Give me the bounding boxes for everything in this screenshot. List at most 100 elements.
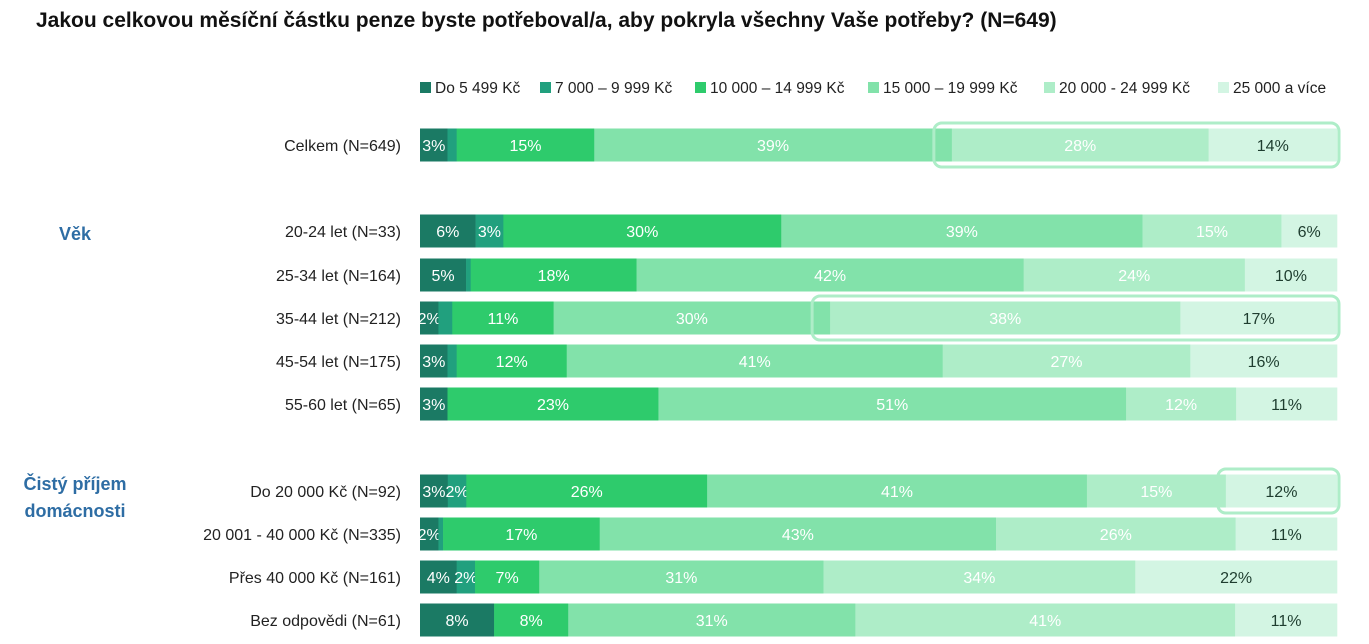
- bar-value-label: 2%: [454, 570, 477, 587]
- legend-label: 20 000 - 24 999 Kč: [1059, 80, 1190, 97]
- bar-segment: [1244, 258, 1338, 292]
- bar-segment: [1235, 603, 1338, 637]
- bar-segment: [599, 517, 997, 551]
- legend-label: 25 000 a více: [1233, 80, 1326, 97]
- bar-segment: [1135, 560, 1338, 594]
- group-label: Čistý příjem: [23, 473, 126, 494]
- bar-value-label: 39%: [757, 138, 789, 155]
- bar-segment: [1190, 344, 1338, 378]
- highlight-frame: [810, 294, 1341, 342]
- bar-value-label: 3%: [478, 224, 501, 241]
- bar-segment: [466, 474, 708, 508]
- bar-segment: [1086, 474, 1227, 508]
- bar-value-label: 43%: [782, 527, 814, 544]
- bar-segment: [447, 387, 659, 421]
- bar-value-label: 2%: [418, 527, 441, 544]
- bar-segment: [475, 560, 540, 594]
- bar-segment: [503, 214, 782, 248]
- bar-segment: [420, 214, 476, 248]
- bar-value-label: 2%: [418, 311, 441, 328]
- bar-segment: [855, 603, 1236, 637]
- bar-value-label: 31%: [665, 570, 697, 587]
- bar-value-label: 41%: [881, 484, 913, 501]
- legend-label: 15 000 – 19 999 Kč: [883, 80, 1018, 97]
- row-label: 20 001 - 40 000 Kč (N=335): [203, 527, 401, 544]
- bar-value-label: 23%: [537, 397, 569, 414]
- bar-segment: [452, 301, 554, 335]
- bar-value-label: 51%: [876, 397, 908, 414]
- bar-segment: [456, 128, 595, 162]
- bar-value-label: 30%: [676, 311, 708, 328]
- bar-value-label: 6%: [436, 224, 459, 241]
- bar-segment: [447, 128, 457, 162]
- bar-segment: [438, 517, 444, 551]
- bar-value-label: 26%: [1100, 527, 1132, 544]
- row-label: 20-24 let (N=33): [285, 224, 401, 241]
- bar-value-label: 17%: [505, 527, 537, 544]
- row-label: Bez odpovědi (N=61): [250, 613, 401, 630]
- bar-value-label: 12%: [496, 354, 528, 371]
- group-label: domácnosti: [24, 501, 125, 521]
- bar-value-label: 5%: [431, 268, 454, 285]
- bar-segment: [420, 517, 439, 551]
- bar-value-label: 22%: [1220, 570, 1252, 587]
- bar-value-label: 17%: [1243, 311, 1275, 328]
- bar-value-label: 27%: [1050, 354, 1082, 371]
- bar-segment: [1142, 214, 1282, 248]
- chart-title: Jakou celkovou měsíční částku penze byst…: [36, 9, 1057, 32]
- bar-segment: [553, 301, 831, 335]
- bar-segment: [420, 387, 448, 421]
- bar-value-label: 8%: [520, 613, 543, 630]
- bar-value-label: 26%: [571, 484, 603, 501]
- row-label: Přes 40 000 Kč (N=161): [229, 570, 401, 587]
- bar-segment: [707, 474, 1088, 508]
- bar-value-label: 12%: [1165, 397, 1197, 414]
- legend-swatch: [1218, 82, 1229, 93]
- legend: Do 5 499 Kč 7 000 – 9 999 Kč 10 000 – 14 9…: [420, 80, 1326, 97]
- bar-value-label: 41%: [739, 354, 771, 371]
- legend-swatch: [420, 82, 431, 93]
- bar-value-label: 11%: [1271, 397, 1302, 414]
- bar-segment: [951, 128, 1209, 162]
- legend-swatch: [868, 82, 879, 93]
- legend-label: 7 000 – 9 999 Kč: [555, 80, 672, 97]
- bar-value-label: 24%: [1118, 268, 1150, 285]
- bar-segment: [942, 344, 1191, 378]
- bar-segment: [1236, 387, 1338, 421]
- bar-value-label: 16%: [1248, 354, 1280, 371]
- bar-value-label: 38%: [989, 311, 1021, 328]
- bar-segment: [494, 603, 569, 637]
- bar-value-label: 14%: [1257, 138, 1289, 155]
- bar-segment: [1225, 474, 1338, 508]
- bar-value-label: 15%: [1196, 224, 1228, 241]
- bar-value-label: 6%: [1298, 224, 1321, 241]
- row-label: 25-34 let (N=164): [276, 268, 401, 285]
- highlight-frames: [810, 121, 1341, 515]
- bar-value-label: 8%: [445, 613, 468, 630]
- bar-segment: [1180, 301, 1338, 335]
- bar-value-label: 3%: [422, 138, 445, 155]
- legend-swatch: [695, 82, 706, 93]
- bar-segment: [466, 258, 471, 292]
- group-label: Věk: [59, 224, 92, 244]
- bar-value-label: 11%: [1271, 613, 1302, 630]
- bar-value-label: 2%: [445, 484, 468, 501]
- row-label: Celkem (N=649): [284, 138, 401, 155]
- highlight-frame: [932, 121, 1341, 169]
- row-labels: Celkem (N=649) 20-24 let (N=33) 25-34 let …: [203, 138, 401, 630]
- group-labels: Věk Čistý příjem domácnosti: [23, 224, 126, 521]
- bar-segment: [470, 258, 637, 292]
- bar-value-label: 41%: [1029, 613, 1061, 630]
- bar-value-label: 30%: [626, 224, 658, 241]
- bar-segment: [456, 560, 476, 594]
- bar-value-label: 7%: [496, 570, 519, 587]
- bar-segment: [1023, 258, 1246, 292]
- bar-segment: [420, 258, 467, 292]
- legend-label: Do 5 499 Kč: [435, 80, 521, 97]
- bar-segment: [447, 474, 467, 508]
- bar-segment: [996, 517, 1236, 551]
- bar-segment: [1235, 517, 1338, 551]
- bar-segment: [1126, 387, 1237, 421]
- legend-swatch: [1044, 82, 1055, 93]
